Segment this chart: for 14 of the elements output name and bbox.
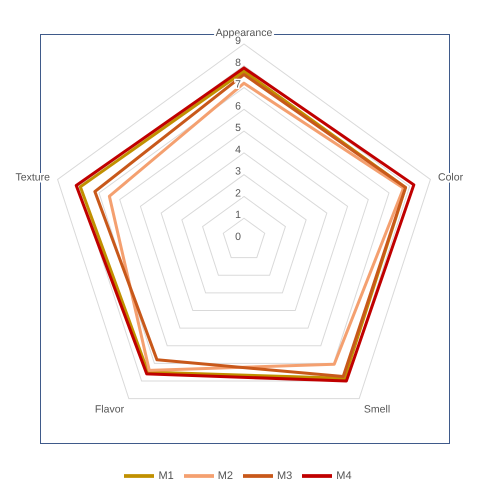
- y-tick-label: 5: [235, 122, 242, 134]
- legend-label: M1: [158, 470, 174, 482]
- legend-label: M2: [218, 470, 233, 482]
- y-tick-label: 0: [235, 231, 242, 243]
- legend-label: M3: [277, 470, 292, 482]
- y-tick-label: 4: [235, 144, 242, 156]
- y-tick-label: 8: [235, 56, 242, 69]
- spoke-label: Flavor: [94, 403, 125, 416]
- y-tick-label: 3: [235, 166, 242, 178]
- y-tick-label: 1: [235, 209, 242, 222]
- legend-label: M4: [336, 470, 352, 482]
- y-tick-label: 2: [235, 187, 242, 200]
- y-tick-label: 6: [235, 100, 242, 112]
- spoke-label: Smell: [364, 403, 390, 416]
